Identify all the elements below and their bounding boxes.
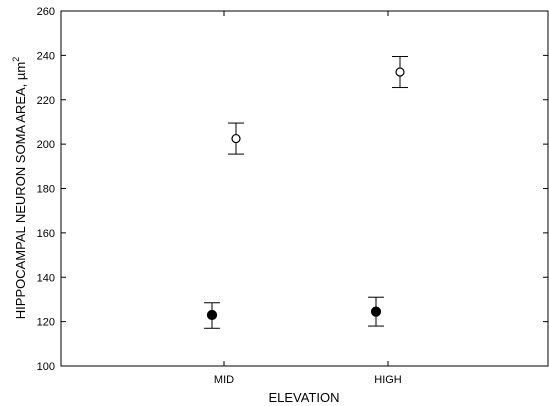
x-tick-label: HIGH bbox=[374, 374, 402, 386]
filled-circle-point bbox=[370, 306, 382, 317]
y-tick-label: 120 bbox=[37, 317, 55, 329]
y-axis-label: HIPPOCAMPAL NEURON SOMA AREA, µm2 bbox=[11, 57, 28, 319]
y-axis-ticks: 100 120 140 160 180 200 220 240 260 bbox=[37, 6, 548, 373]
x-tick-label: MID bbox=[214, 374, 234, 386]
y-tick-label: 140 bbox=[37, 272, 55, 284]
y-tick-label: 240 bbox=[37, 50, 55, 62]
y-tick-label: 160 bbox=[37, 228, 55, 240]
y-tick-label: 200 bbox=[37, 139, 55, 151]
data-marks bbox=[204, 55, 408, 329]
plot-frame bbox=[60, 10, 549, 367]
y-axis-label-text: HIPPOCAMPAL NEURON SOMA AREA, µm bbox=[13, 62, 28, 319]
filled-circle-point bbox=[206, 309, 218, 321]
open-circle-point bbox=[395, 67, 405, 77]
y-tick-label: 220 bbox=[37, 95, 55, 107]
y-tick-label: 180 bbox=[37, 184, 55, 196]
y-tick-label: 260 bbox=[37, 6, 55, 18]
y-axis-label-superscript: 2 bbox=[11, 57, 21, 62]
x-axis-ticks: MID HIGH bbox=[214, 11, 402, 386]
x-axis-label: ELEVATION bbox=[268, 390, 339, 405]
y-tick-label: 100 bbox=[37, 361, 55, 373]
open-circle-point bbox=[231, 133, 241, 144]
